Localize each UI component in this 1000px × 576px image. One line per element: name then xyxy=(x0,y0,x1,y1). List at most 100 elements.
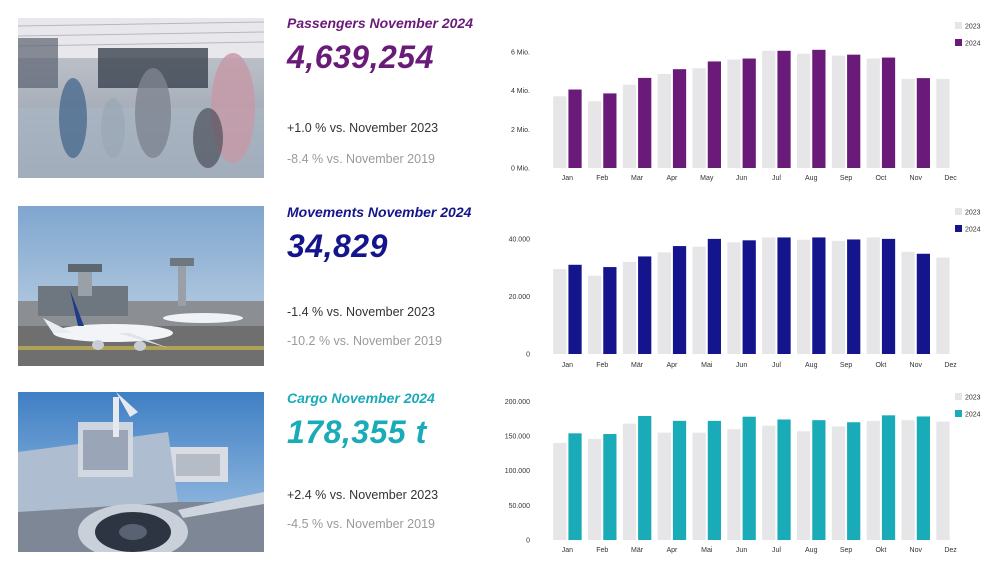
movements-value: 34,829 xyxy=(287,228,388,264)
x-tick-label: Mar xyxy=(631,175,644,182)
y-tick-label: 200.000 xyxy=(505,399,530,406)
bar-2024-sep xyxy=(847,239,861,354)
cargo-title: Cargo November 2024 xyxy=(287,390,435,406)
bar-2024-nov xyxy=(916,253,930,354)
legend-swatch-2023 xyxy=(955,208,962,215)
x-tick-label: Jan xyxy=(562,362,573,369)
bar-2023-jun xyxy=(727,429,741,540)
bar-2024-may xyxy=(707,61,721,168)
x-tick-label: Nov xyxy=(910,362,923,369)
cargo-panel: Cargo November 2024 178,355 t +2.4 % vs.… xyxy=(0,388,1000,558)
bar-2023-nov xyxy=(901,251,915,354)
y-tick-label: 40.000 xyxy=(509,236,531,243)
legend-label-2024: 2024 xyxy=(965,412,981,419)
x-tick-label: Jan xyxy=(562,175,573,182)
bar-2023-aug xyxy=(797,53,811,168)
bar-2023-jun xyxy=(727,242,741,354)
x-tick-label: Jan xyxy=(562,547,573,554)
passengers-vs-2023: +1.0 % vs. November 2023 xyxy=(287,121,439,135)
bar-2023-aug xyxy=(797,239,811,354)
bar-2024-jul xyxy=(777,419,791,540)
y-tick-label: 0 xyxy=(526,538,530,545)
movements-vs-2019: -10.2 % vs. November 2019 xyxy=(287,334,442,348)
bar-2024-aug xyxy=(812,49,826,168)
x-tick-label: Feb xyxy=(596,175,608,182)
bar-2023-jun xyxy=(727,59,741,168)
bar-2023-mai xyxy=(692,432,706,540)
bar-2024-feb xyxy=(603,93,617,168)
bar-2024-sep xyxy=(847,422,861,540)
cargo-vs-2019: -4.5 % vs. November 2019 xyxy=(287,517,435,531)
bar-2024-mär xyxy=(638,416,652,540)
bar-2023-jan xyxy=(553,443,567,540)
x-tick-label: Jul xyxy=(772,547,781,554)
bar-2023-apr xyxy=(657,432,671,540)
movements-chart: 0 20.000 40.000 Jan Feb Mär Apr Mai Jun Jul Aug Sep… xyxy=(500,202,1000,372)
bar-2024-jun xyxy=(742,416,756,540)
bar-2024-aug xyxy=(812,237,826,354)
legend-label-2024: 2024 xyxy=(965,41,981,48)
bar-2023-jul xyxy=(762,237,776,354)
y-tick-label: 6 Mio. xyxy=(511,49,530,56)
x-tick-label: Aug xyxy=(805,362,818,369)
legend-swatch-2024 xyxy=(955,225,962,232)
x-tick-label: Sep xyxy=(840,547,853,554)
x-tick-label: Nov xyxy=(910,175,923,182)
bar-2023-apr xyxy=(657,74,671,168)
cargo-chart: 0 50.000 100.000 150.000 200.000 Jan Feb Mär Apr… xyxy=(500,388,1000,558)
movements-panel: Movements November 2024 34,829 -1.4 % vs… xyxy=(0,202,1000,372)
x-tick-label: Dez xyxy=(944,362,957,369)
bar-2023-apr xyxy=(657,252,671,354)
y-tick-label: 4 Mio. xyxy=(511,88,530,95)
bar-2023-dez xyxy=(936,421,950,540)
bar-2024-mar xyxy=(638,77,652,168)
cargo-value: 178,355 t xyxy=(287,414,427,450)
bar-2024-mär xyxy=(638,256,652,354)
bar-2024-sep xyxy=(847,54,861,168)
passengers-value: 4,639,254 xyxy=(287,39,434,75)
x-tick-label: Aug xyxy=(805,175,818,182)
y-tick-label: 150.000 xyxy=(505,434,530,441)
x-tick-label: Nov xyxy=(910,547,923,554)
bar-2024-apr xyxy=(672,420,687,540)
y-tick-label: 2 Mio. xyxy=(511,127,530,134)
bar-2023-may xyxy=(692,68,706,168)
passengers-kpi: Passengers November 2024 4,639,254 +1.0 … xyxy=(287,15,497,185)
x-tick-label: Jun xyxy=(736,547,747,554)
movements-kpi: Movements November 2024 34,829 -1.4 % vs… xyxy=(287,204,497,374)
movements-vs-2023: -1.4 % vs. November 2023 xyxy=(287,305,435,319)
bar-2024-jul xyxy=(777,237,791,354)
x-tick-label: Okt xyxy=(875,362,886,369)
x-tick-label: Mär xyxy=(631,362,644,369)
passengers-panel: Passengers November 2024 4,639,254 +1.0 … xyxy=(0,15,1000,185)
bar-2024-mai xyxy=(707,238,721,354)
passengers-vs-2019: -8.4 % vs. November 2019 xyxy=(287,152,435,166)
bar-2023-sep xyxy=(831,426,846,540)
cargo-vs-2023: +2.4 % vs. November 2023 xyxy=(287,488,439,502)
x-tick-label: Mär xyxy=(631,547,644,554)
legend-label-2023: 2023 xyxy=(965,210,981,217)
movements-title: Movements November 2024 xyxy=(287,204,472,220)
x-tick-label: Jun xyxy=(736,362,747,369)
legend-swatch-2024 xyxy=(955,39,962,46)
x-tick-label: Dec xyxy=(944,175,957,182)
y-tick-label: 100.000 xyxy=(505,468,530,475)
bar-2023-mar xyxy=(622,84,637,168)
x-tick-label: Apr xyxy=(666,175,678,182)
bar-2023-jan xyxy=(553,269,567,354)
bar-2024-jun xyxy=(742,240,756,354)
cargo-kpi: Cargo November 2024 178,355 t +2.4 % vs.… xyxy=(287,390,497,560)
airport-terminal-photo xyxy=(18,18,264,178)
bar-2023-nov xyxy=(901,78,915,168)
bar-2023-feb xyxy=(588,101,602,168)
legend-swatch-2023 xyxy=(955,393,962,400)
bar-2023-aug xyxy=(797,431,811,540)
passengers-title: Passengers November 2024 xyxy=(287,15,473,31)
x-tick-label: Feb xyxy=(596,362,608,369)
bar-2023-dez xyxy=(936,257,950,354)
y-tick-label: 0 Mio. xyxy=(511,166,530,173)
x-tick-label: Oct xyxy=(875,175,886,182)
cargo-loading-photo xyxy=(18,392,264,552)
bar-2023-dec xyxy=(936,78,950,168)
x-tick-label: Apr xyxy=(666,547,678,554)
